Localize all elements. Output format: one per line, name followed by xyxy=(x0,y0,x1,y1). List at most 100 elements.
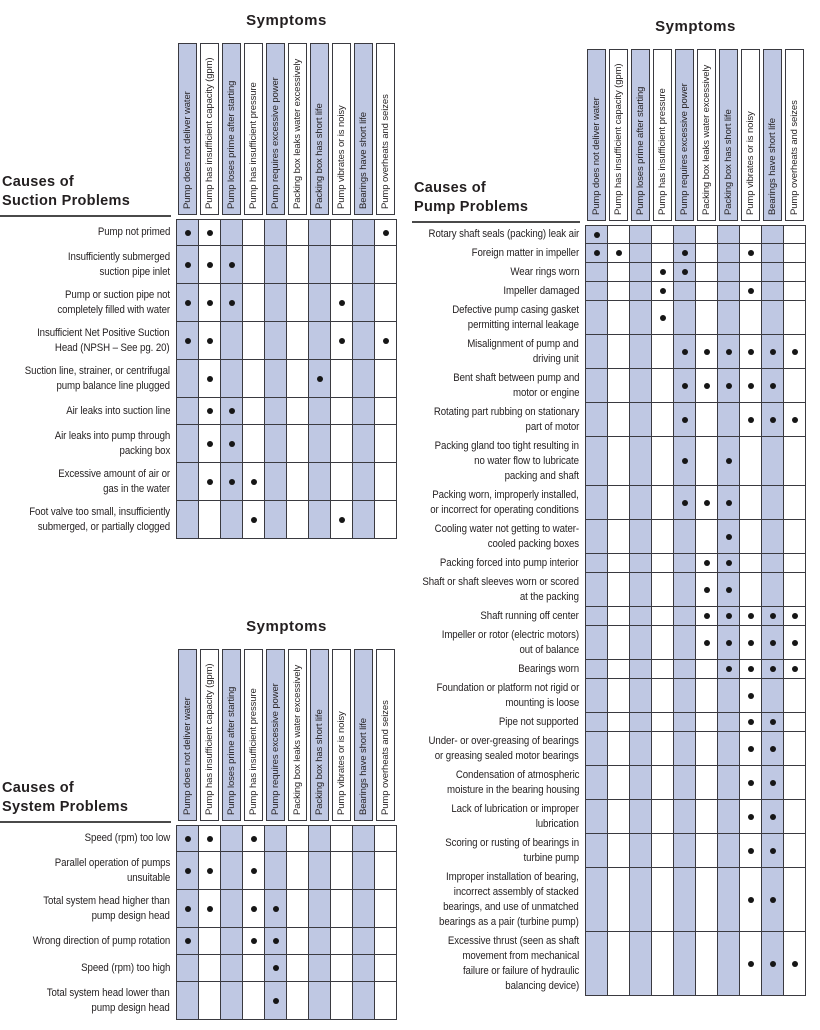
symptom-dot xyxy=(769,382,776,389)
symptom-dot xyxy=(659,269,666,275)
symptom-dot xyxy=(681,269,688,275)
cause-row: Insufficient Net Positive Suction Head (… xyxy=(0,322,397,360)
matrix-cell xyxy=(784,520,806,554)
matrix-cell xyxy=(652,335,674,369)
symptom-column-headers: Pump does not deliver water Pump has insu… xyxy=(585,49,805,221)
matrix-cell xyxy=(630,713,652,732)
matrix-cell xyxy=(674,437,696,486)
symptom-dot xyxy=(725,382,732,389)
symptom-column: Packing box leaks water excessively xyxy=(286,649,308,821)
symptom-dot xyxy=(791,613,798,619)
symptom-header-zone: Causes of Pump Problems Pump does not de… xyxy=(412,49,806,223)
matrix-cell xyxy=(762,282,784,301)
cause-row: Air leaks into suction line xyxy=(0,398,397,425)
cause-row: Packing gland too tight resulting in no … xyxy=(412,437,806,486)
matrix-cell xyxy=(353,284,375,322)
matrix-cell xyxy=(784,713,806,732)
matrix-cells xyxy=(176,825,397,852)
matrix-cell xyxy=(740,932,762,996)
matrix-cells xyxy=(176,360,397,398)
symptom-dot xyxy=(250,905,257,912)
symptom-dot xyxy=(382,337,389,344)
matrix-cell xyxy=(353,322,375,360)
matrix-cell xyxy=(309,398,331,425)
symptom-dot xyxy=(703,639,710,646)
symptom-dot xyxy=(228,299,235,306)
matrix-cell xyxy=(353,463,375,501)
symptom-dot xyxy=(206,375,213,382)
cause-label: Pipe not supported xyxy=(499,716,579,728)
matrix-cells xyxy=(585,766,806,800)
matrix-cell xyxy=(674,834,696,868)
matrix-cell xyxy=(221,463,243,501)
matrix-cell xyxy=(331,501,353,539)
symptom-column-label: Pump loses prime after starting xyxy=(221,649,241,821)
matrix-cell xyxy=(199,322,221,360)
matrix-cell xyxy=(696,713,718,732)
cause-row: Improper installation of bearing, incorr… xyxy=(412,868,806,932)
matrix-cell xyxy=(784,800,806,834)
symptom-dot xyxy=(791,348,798,355)
symptom-column-headers: Pump does not deliver water Pump has insu… xyxy=(176,43,396,215)
matrix-cell xyxy=(243,982,265,1020)
matrix-cell xyxy=(375,982,397,1020)
matrix-cell xyxy=(309,284,331,322)
cause-rows: Rotary shaft seals (packing) leak air For… xyxy=(412,225,806,996)
matrix-cells xyxy=(176,928,397,955)
matrix-cell xyxy=(177,284,199,322)
matrix-cell xyxy=(608,301,630,335)
matrix-cell xyxy=(221,825,243,852)
symptom-column-label: Pump vibrates or is noisy xyxy=(331,649,351,821)
matrix-cell xyxy=(199,398,221,425)
symptom-dot xyxy=(703,560,710,566)
symptom-dot xyxy=(228,478,235,485)
matrix-cell xyxy=(652,554,674,573)
matrix-cells xyxy=(585,369,806,403)
symptom-column: Bearings have short life xyxy=(352,43,374,215)
symptom-column: Pump loses prime after starting xyxy=(220,43,242,215)
cause-label: Packing gland too tight resulting in no … xyxy=(434,440,579,482)
cause-row: Packing worn, improperly installed, or i… xyxy=(412,486,806,520)
matrix-cell xyxy=(652,282,674,301)
cause-row: Shaft or shaft sleeves worn or scored at… xyxy=(412,573,806,607)
matrix-cell xyxy=(718,554,740,573)
matrix-cell xyxy=(740,282,762,301)
symptom-dot xyxy=(747,382,754,389)
symptom-dot xyxy=(747,416,754,423)
matrix-cell xyxy=(608,660,630,679)
symptom-column-label: Packing box leaks water excessively xyxy=(696,49,716,221)
matrix-cell xyxy=(674,282,696,301)
symptom-dot xyxy=(206,261,213,268)
matrix-cell xyxy=(331,360,353,398)
matrix-cell xyxy=(696,301,718,335)
matrix-cell xyxy=(608,834,630,868)
matrix-cell xyxy=(221,890,243,928)
symptom-dot xyxy=(703,586,710,593)
cause-row: Pipe not supported xyxy=(412,713,806,732)
cause-label: Pump not primed xyxy=(97,226,170,238)
symptom-dot xyxy=(725,533,732,540)
matrix-cell xyxy=(630,932,652,996)
cause-label: Foreign matter in impeller xyxy=(471,247,580,259)
matrix-cell xyxy=(375,322,397,360)
matrix-cell xyxy=(630,263,652,282)
cause-label: Foot valve too small, insufficiently sub… xyxy=(29,506,170,533)
matrix-cell xyxy=(608,244,630,263)
matrix-cell xyxy=(674,244,696,263)
matrix-cell xyxy=(331,398,353,425)
symptom-dot xyxy=(703,499,710,506)
matrix-cell xyxy=(353,219,375,246)
matrix-cell xyxy=(652,766,674,800)
matrix-cell xyxy=(762,834,784,868)
matrix-cells xyxy=(585,437,806,486)
matrix-cell xyxy=(287,322,309,360)
symptom-dot xyxy=(316,375,323,382)
symptom-dot xyxy=(769,719,776,725)
matrix-cell xyxy=(740,679,762,713)
matrix-cells xyxy=(585,335,806,369)
symptom-column-label: Pump vibrates or is noisy xyxy=(331,43,351,215)
matrix-cell xyxy=(630,607,652,626)
matrix-cell xyxy=(784,335,806,369)
cause-label: Pump or suction pipe not completely fill… xyxy=(57,289,170,316)
symptom-dot xyxy=(747,847,754,854)
